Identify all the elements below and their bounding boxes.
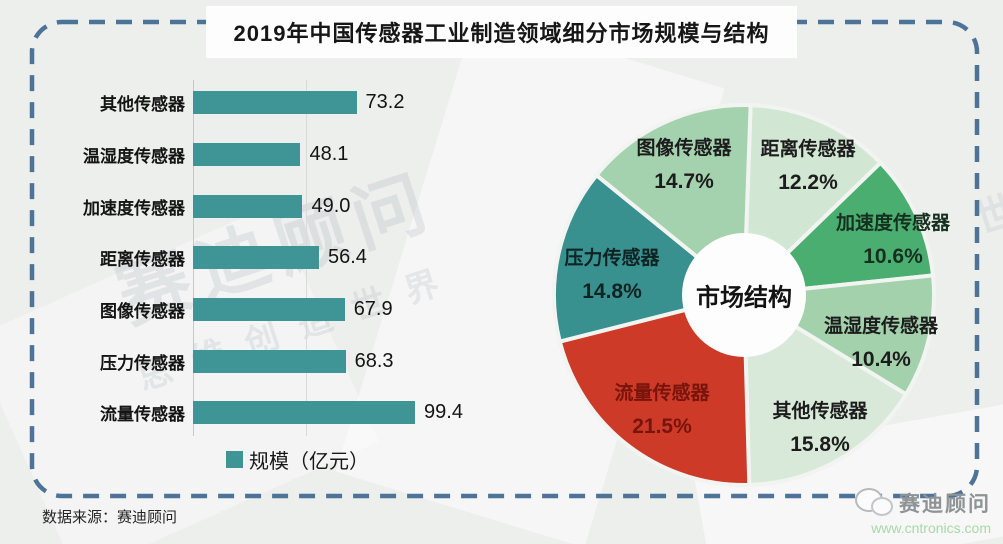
bar-category-label: 温湿度传感器 [83,147,185,167]
pie-label-pct: 14.8% [582,280,642,303]
pie-label-pct: 15.8% [790,433,850,456]
pie-label-image-sensor: 图像传感器 14.7% [636,132,731,198]
bar-category-label: 距离传感器 [100,250,185,270]
bar [193,194,303,218]
legend-label: 规模（亿元） [249,450,369,473]
pie-label-pct: 10.6% [863,245,923,268]
page-title: 2019年中国传感器工业制造领域细分市场规模与结构 [205,6,798,58]
pie-label-pressure-sensor: 压力传感器 14.8% [564,242,659,308]
pie-label-pct: 12.2% [778,171,838,194]
pie-label-pct: 21.5% [632,415,692,438]
brand-block: 赛迪顾问 www.cntronics.com [811,488,991,536]
bar [193,349,346,373]
bar-row: 加速度传感器 49.0 [36,180,516,232]
pie-label-name: 温湿度传感器 [823,316,939,337]
pie-label-acceleration-sensor: 加速度传感器 10.6% [836,207,950,273]
bar-category-label: 流量传感器 [100,405,185,425]
pie-label-pct: 14.7% [654,170,714,193]
bar-value-label: 67.9 [353,298,393,321]
bar-row: 温湿度传感器 48.1 [36,129,516,181]
bar [193,246,319,270]
pie-label-distance-sensor: 距离传感器 12.2% [760,133,855,199]
legend-swatch [226,450,243,468]
bar [193,298,345,322]
bar [193,91,357,115]
bar-category-label: 图像传感器 [100,302,185,322]
pie-chart [552,103,936,487]
bar-value-label: 49.0 [311,194,351,217]
pie-label-name: 加速度传感器 [835,213,951,234]
bar-row: 压力传感器 68.3 [36,335,516,387]
bar-value-label: 68.3 [354,349,394,372]
pie-label-temp-humidity-sensor: 温湿度传感器 10.4% [824,310,938,376]
pie-label-name: 其他传感器 [772,401,868,422]
brand-website-link[interactable]: www.cntronics.com [871,520,991,536]
pie-label-name: 压力传感器 [564,248,660,269]
bar-chart: 其他传感器 73.2 温湿度传感器 48.1 加速度传感器 49.0 距离传感器 56.4 图像… [36,77,516,474]
pie-donut-hole [682,233,806,357]
bar-category-label: 加速度传感器 [83,198,185,218]
bar-rows: 其他传感器 73.2 温湿度传感器 48.1 加速度传感器 49.0 距离传感器 56.4 图像… [36,77,516,439]
pie-label-pct: 10.4% [851,348,911,371]
bar [193,401,416,425]
bar-value-label: 73.2 [365,91,405,114]
data-source-note: 数据来源：赛迪顾问 [42,509,178,526]
bar-category-label: 压力传感器 [100,353,185,373]
brand-name: 赛迪顾问 [899,493,991,516]
pie-center-label: 市场结构 [696,284,792,312]
pie-label-name: 流量传感器 [614,383,710,404]
bar-value-label: 48.1 [309,143,349,166]
bar-category-label: 其他传感器 [100,95,185,115]
bar-row: 其他传感器 73.2 [36,77,516,129]
pie-slice [741,291,909,487]
bar [193,143,301,167]
bar-row: 流量传感器 99.4 [36,387,516,439]
pie-label-flow-sensor: 流量传感器 21.5% [614,377,709,443]
bar-value-label: 99.4 [424,401,463,424]
wechat-icon [855,488,893,518]
pie-slice [557,292,752,487]
bar-value-label: 56.4 [327,246,367,269]
bar-row: 图像传感器 67.9 [36,284,516,336]
bar-row: 距离传感器 56.4 [36,232,516,284]
pie-label-other-sensor: 其他传感器 15.8% [772,395,867,461]
pie-label-name: 距离传感器 [760,139,856,160]
pie-label-name: 图像传感器 [636,138,732,159]
bar-legend: 规模（亿元） [226,445,516,474]
